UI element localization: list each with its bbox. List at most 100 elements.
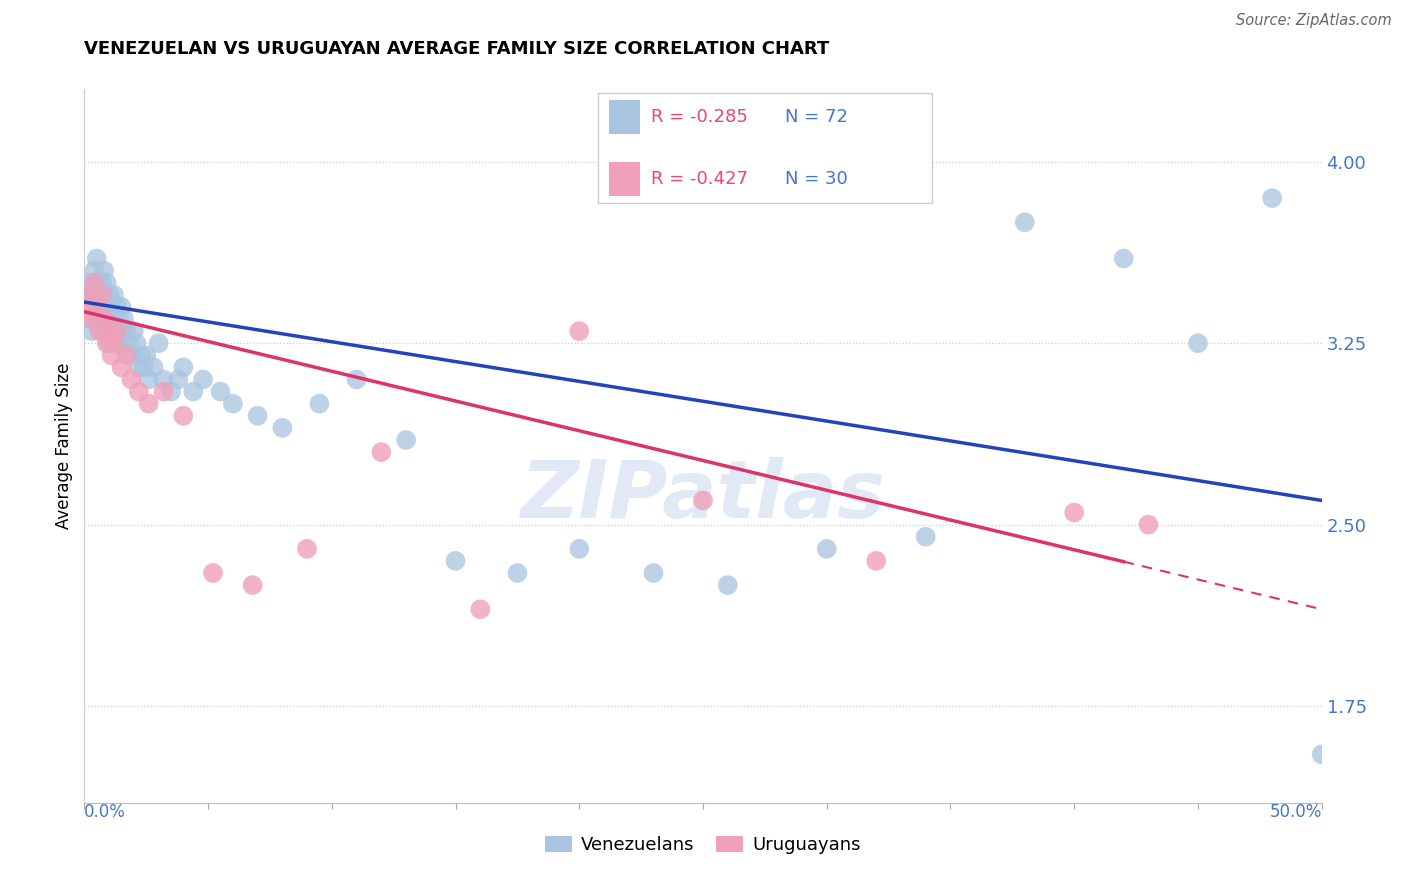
Point [568,324,591,338]
Point [79,288,101,302]
Point [346,372,368,386]
Point [914,530,936,544]
Point [93,288,115,302]
Point [246,409,269,423]
Text: Source: ZipAtlas.com: Source: ZipAtlas.com [1236,13,1392,29]
Point [93,312,115,326]
Y-axis label: Average Family Size: Average Family Size [55,363,73,529]
Legend: Venezuelans, Uruguayans: Venezuelans, Uruguayans [538,829,868,862]
Point [100,348,122,362]
Point [132,360,155,375]
Text: R = -0.285: R = -0.285 [651,108,748,126]
Point [83,263,105,277]
Point [470,602,492,616]
Text: ZIPatlas: ZIPatlas [520,457,886,535]
Point [103,336,125,351]
Point [1112,252,1135,266]
Point [90,276,112,290]
Point [865,554,887,568]
Point [76,300,98,314]
Point [93,312,115,326]
Point [167,372,190,386]
Point [96,336,118,351]
Point [115,324,138,338]
Point [222,397,245,411]
Point [395,433,418,447]
Point [118,336,141,351]
Point [89,288,111,302]
Point [1261,191,1284,205]
Point [90,300,112,314]
Point [83,312,105,326]
Point [80,324,103,338]
Point [152,384,174,399]
Point [105,324,128,338]
Point [142,360,165,375]
Text: N = 30: N = 30 [785,170,848,188]
Point [506,566,529,580]
Text: R = -0.427: R = -0.427 [651,170,748,188]
Point [103,312,125,326]
Point [120,372,142,386]
Point [98,324,121,338]
Point [86,300,108,314]
Point [122,324,145,338]
Text: N = 72: N = 72 [785,108,848,126]
Point [103,288,125,302]
Point [128,360,150,375]
Point [181,384,204,399]
Point [138,397,160,411]
Point [135,348,157,362]
Point [1014,215,1036,229]
Point [128,384,150,399]
Point [129,348,152,362]
Point [98,288,121,302]
Point [148,336,170,351]
Point [90,288,112,302]
Point [172,409,194,423]
Point [172,360,194,375]
Point [160,384,183,399]
Text: 0.0%: 0.0% [84,803,127,821]
Point [191,372,214,386]
Point [125,336,148,351]
Point [120,348,142,362]
Point [271,421,294,435]
Point [80,312,103,326]
Point [76,288,98,302]
Point [138,372,160,386]
Point [815,541,838,556]
Point [152,372,174,386]
Point [370,445,392,459]
Point [79,276,101,290]
Point [717,578,740,592]
Point [83,288,105,302]
Point [86,252,108,266]
Point [86,276,108,290]
Point [209,384,232,399]
Point [242,578,264,592]
Point [295,541,318,556]
Point [105,300,128,314]
Point [1310,747,1333,762]
Point [115,348,138,362]
Point [105,324,128,338]
Point [1187,336,1209,351]
Point [202,566,225,580]
Point [108,312,131,326]
Point [692,493,714,508]
Point [444,554,467,568]
Point [98,312,121,326]
Point [308,397,330,411]
Point [100,300,122,314]
Point [568,541,591,556]
Text: 50.0%: 50.0% [1270,803,1322,821]
Point [110,300,132,314]
Point [83,276,105,290]
Point [110,360,132,375]
Point [96,300,118,314]
Point [89,324,111,338]
Point [90,324,112,338]
Point [89,312,111,326]
Point [98,336,121,351]
